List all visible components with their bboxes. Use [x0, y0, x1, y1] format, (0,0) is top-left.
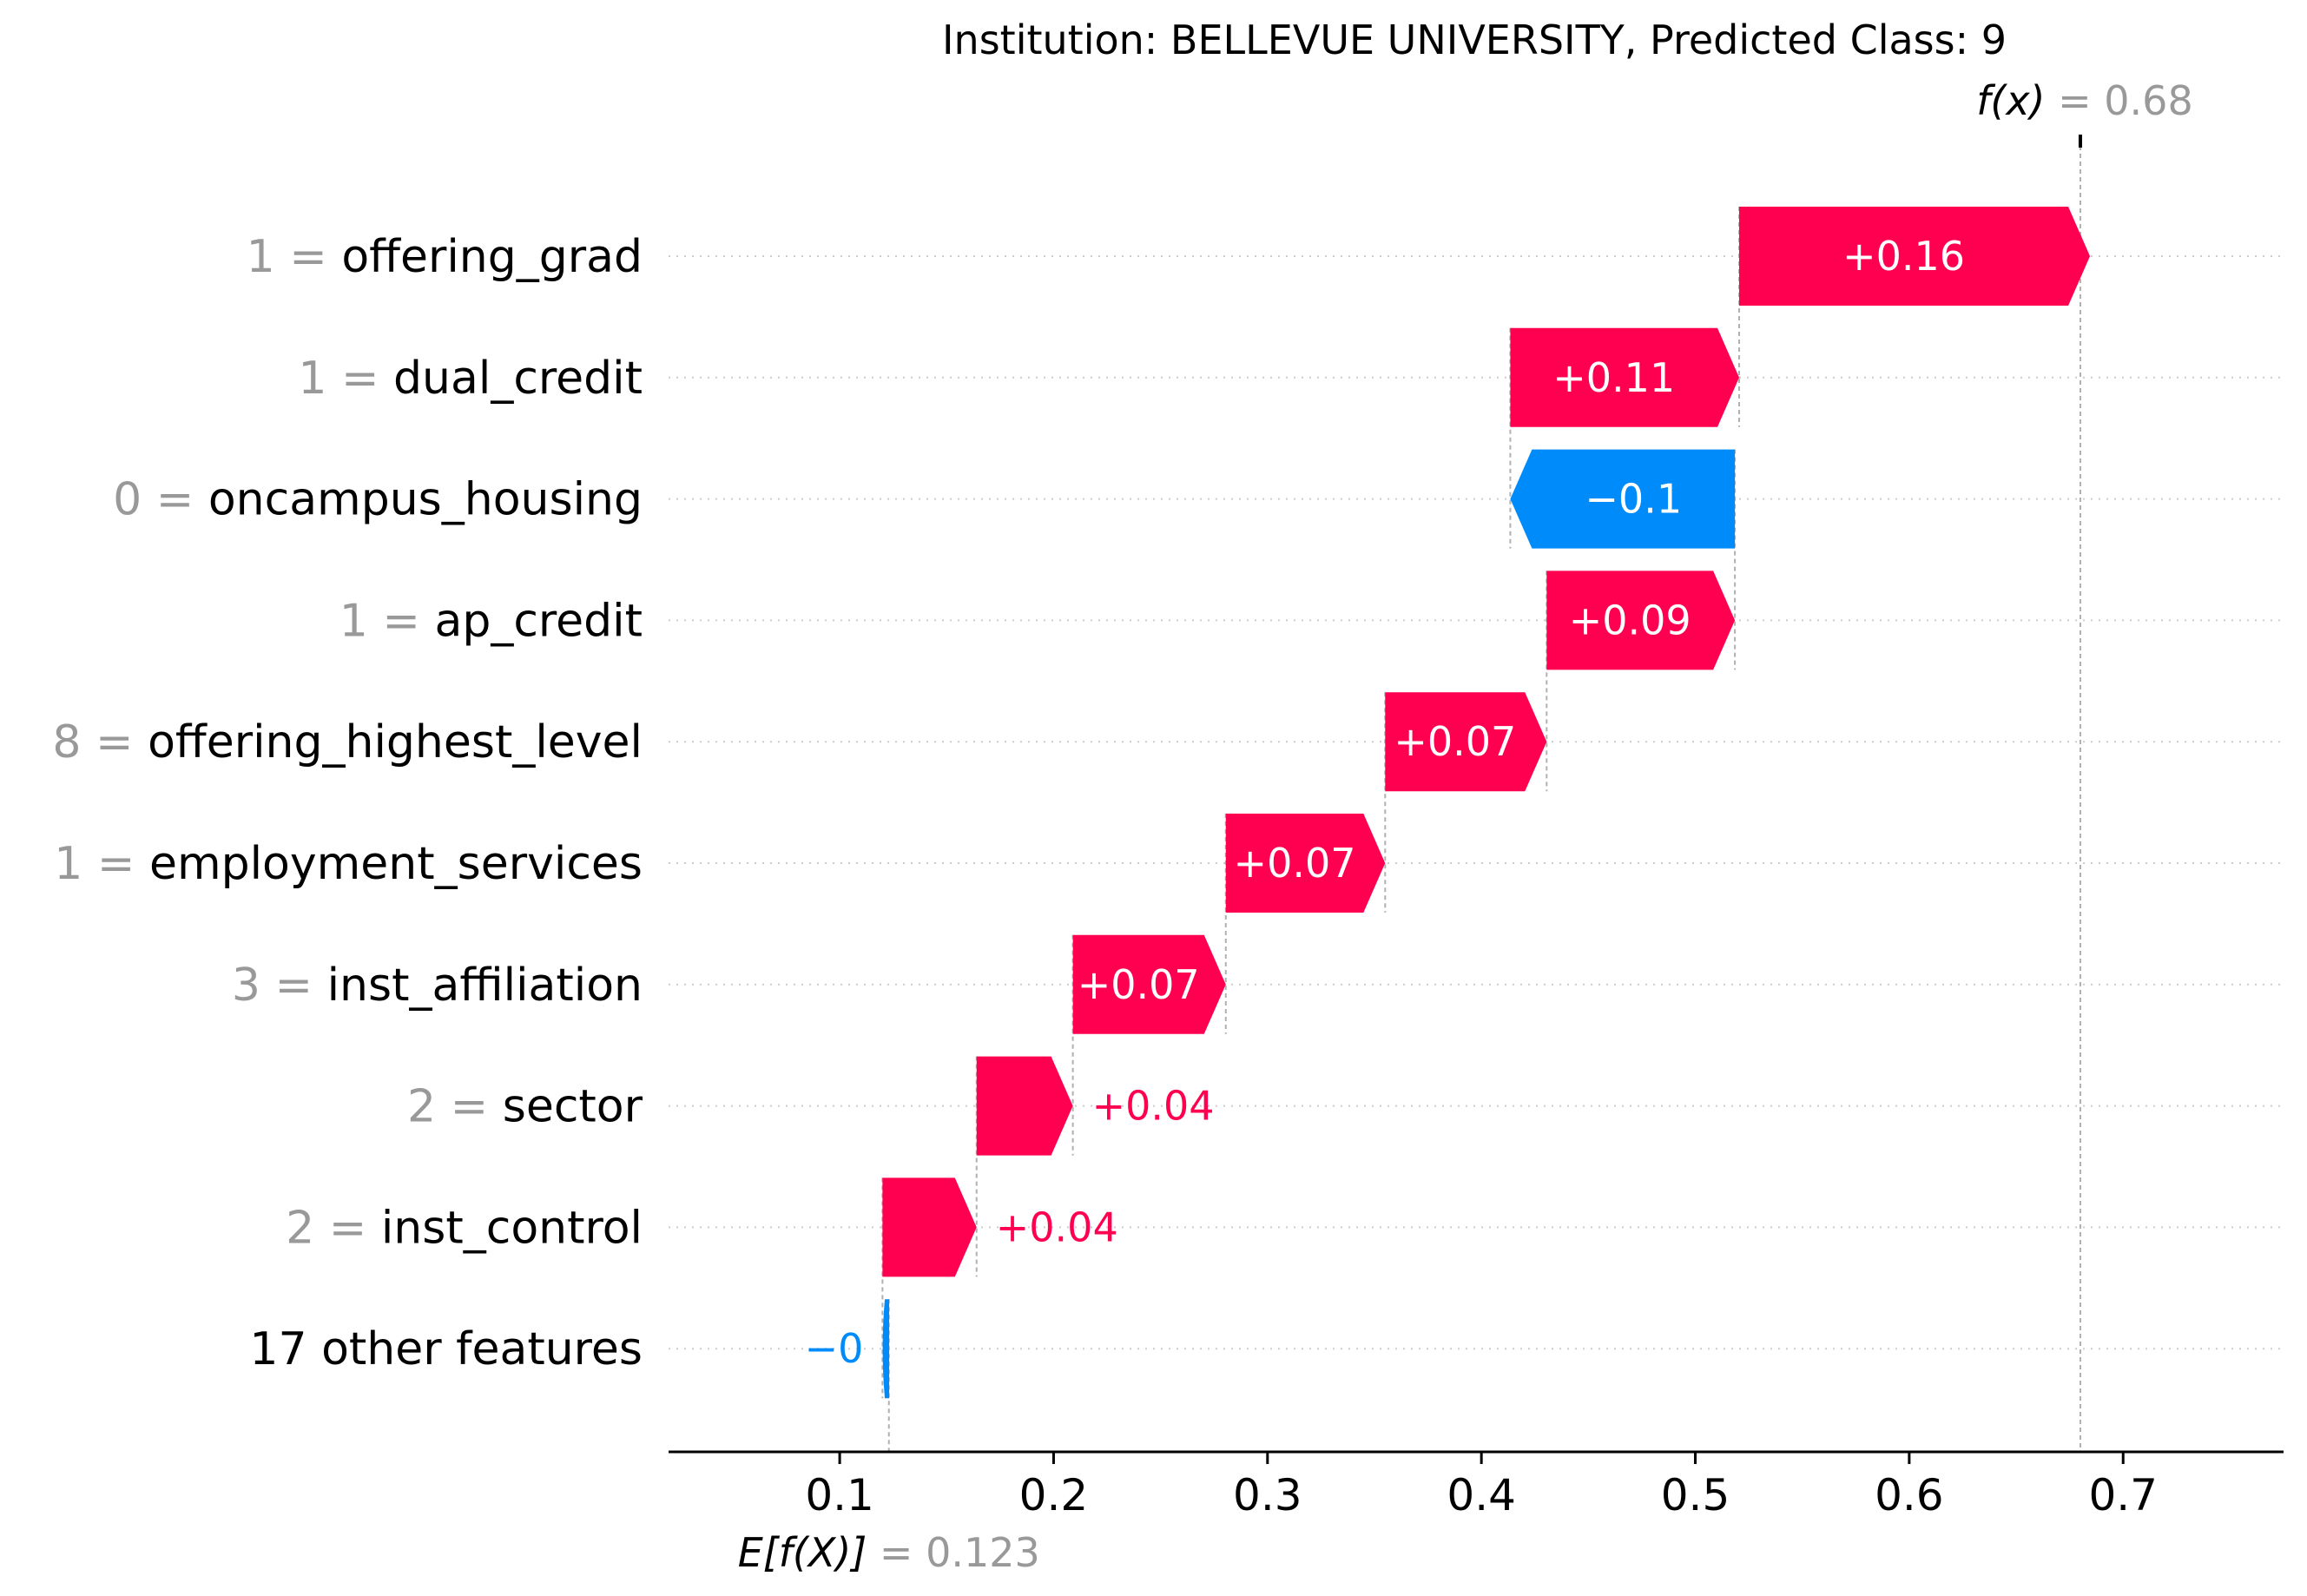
x-tick-label: 0.3 [1233, 1470, 1302, 1520]
bar-dual_credit [1510, 327, 1740, 427]
value-label-inst_control: +0.04 [996, 1204, 1118, 1250]
x-tick-label: 0.1 [805, 1470, 874, 1520]
feature-value: 1 = [298, 353, 393, 405]
base-value-symbol: E[f(X)] [738, 1529, 880, 1576]
feature-name: sector [503, 1081, 643, 1133]
feature-label: 1 = offering_grad [247, 231, 643, 283]
feature-name: oncampus_housing [208, 474, 643, 526]
feature-label: 3 = inst_affiliation [232, 960, 643, 1012]
x-tick-label: 0.4 [1447, 1470, 1516, 1520]
feature-name: offering_highest_level [148, 716, 643, 768]
x-axis: 0.1 0.2 0.3 0.4 0.5 0.6 0.7 E[f(X)] = 0.123 f(x)… [669, 77, 2284, 1576]
feature-label: 0 = oncampus_housing [113, 474, 643, 526]
feature-label: 1 = employment_services [54, 838, 643, 890]
bar-ap_credit [1546, 570, 1736, 670]
x-tick-label: 0.5 [1661, 1470, 1730, 1520]
chart-title: Institution: BELLEVUE UNIVERSITY, Predic… [942, 16, 2007, 63]
feature-name: employment_services [149, 838, 643, 890]
feature-label: 2 = inst_control [286, 1202, 643, 1254]
value-label-dual_credit: +0.11 [1552, 354, 1675, 401]
feature-label: 1 = dual_credit [298, 353, 643, 405]
feature-label: 2 = sector [407, 1081, 643, 1133]
feature-name: inst_affiliation [327, 960, 643, 1012]
feature-value: 3 = [232, 960, 327, 1012]
value-label-employment_services: +0.07 [1234, 840, 1356, 887]
feature-label: 8 = offering_highest_level [52, 716, 643, 768]
feature-name: ap_credit [434, 595, 643, 647]
feature-name: dual_credit [393, 353, 643, 405]
x-tick-label: 0.2 [1019, 1470, 1089, 1520]
value-label-sector: +0.04 [1092, 1083, 1215, 1130]
feature-value: 8 = [52, 716, 148, 768]
x-tick-label: 0.7 [2088, 1470, 2158, 1520]
value-label-offering_grad: +0.16 [1842, 233, 1965, 280]
bar-inst_control [882, 1177, 977, 1277]
value-label-offering_highest_level: +0.07 [1394, 718, 1516, 765]
feature-value: 1 = [339, 595, 435, 647]
output-value-number: = 0.68 [2058, 77, 2193, 124]
other-features-label: 17 other features [249, 1323, 643, 1375]
bar-sector [976, 1056, 1073, 1156]
feature-value: 1 = [247, 231, 342, 283]
bar-employment_services [1225, 814, 1386, 913]
bar-inst_affiliation [1072, 934, 1226, 1034]
bar-other-features [882, 1299, 890, 1399]
base-value-number: = 0.123 [880, 1529, 1040, 1576]
output-value-symbol: f(x) [1976, 77, 2058, 124]
feature-value: 1 = [54, 838, 149, 890]
feature-value: 2 = [286, 1202, 381, 1254]
feature-label: 17 other features [249, 1323, 643, 1375]
value-label-inst_affiliation: +0.07 [1078, 961, 1200, 1008]
feature-value: 0 = [113, 474, 208, 526]
output-value-label: f(x) = 0.68 [1976, 77, 2193, 124]
x-tick-label: 0.6 [1875, 1470, 1944, 1520]
feature-label: 1 = ap_credit [339, 595, 643, 647]
bar-offering_grad [1739, 207, 2091, 306]
base-value-label: E[f(X)] = 0.123 [738, 1529, 1040, 1576]
value-label-oncampus_housing: −0.1 [1585, 476, 1682, 523]
feature-name: inst_control [381, 1202, 643, 1254]
bar-oncampus_housing [1510, 449, 1736, 549]
connector-lines [881, 135, 2082, 1452]
feature-value: 2 = [407, 1081, 503, 1133]
bar-offering_highest_level [1385, 692, 1547, 792]
value-label-ap_credit: +0.09 [1569, 597, 1691, 643]
feature-name: offering_grad [341, 231, 643, 283]
bars: +0.16 +0.11 −0.1 +0.09 +0.07 +0.07 +0.07 +0.04 +… [805, 207, 2091, 1399]
value-label-other-features: −0 [805, 1325, 864, 1372]
